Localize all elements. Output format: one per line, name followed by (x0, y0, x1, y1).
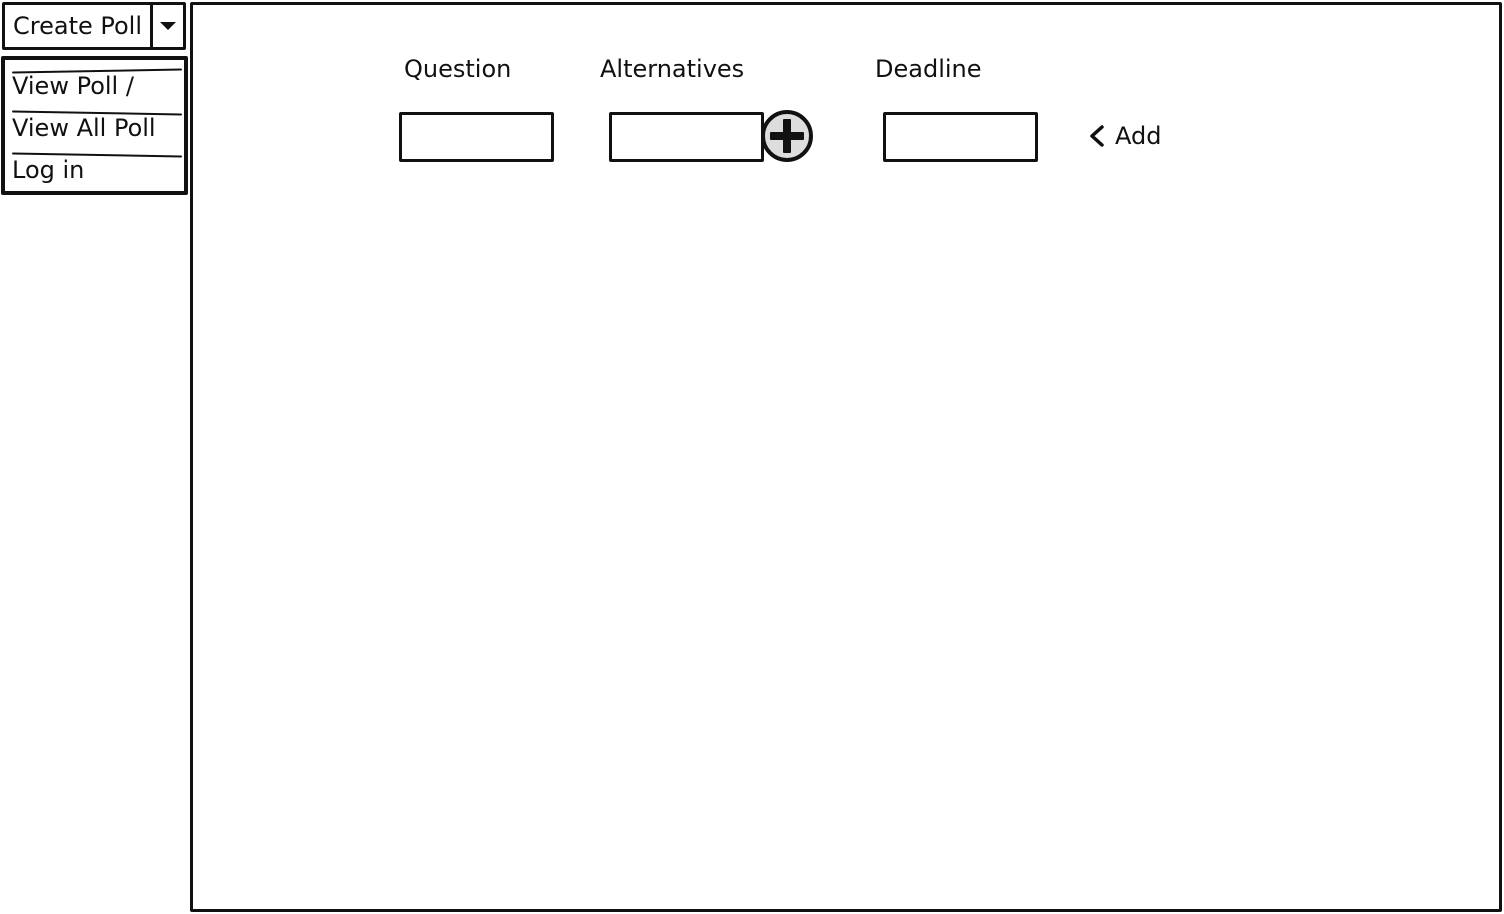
add-alternative-button[interactable] (760, 109, 814, 163)
plus-circle-icon (761, 110, 813, 162)
nav-dropdown-menu: View Poll / View All Poll Log in (1, 56, 188, 195)
question-input[interactable] (399, 112, 554, 162)
caret-down-icon (160, 22, 176, 30)
add-button[interactable]: Add (1087, 119, 1161, 153)
add-label: Add (1115, 122, 1162, 150)
dropdown-toggle-button[interactable] (150, 5, 183, 47)
nav-dropdown-selected: Create Poll (13, 12, 143, 40)
chevron-left-icon (1090, 125, 1104, 147)
nav-dropdown[interactable]: Create Poll (2, 2, 186, 50)
deadline-input[interactable] (883, 112, 1038, 162)
alternatives-input[interactable] (609, 112, 764, 162)
main-panel (190, 2, 1502, 912)
menu-item-view-poll[interactable]: View Poll / (12, 72, 134, 100)
question-label: Question (404, 55, 512, 83)
deadline-label: Deadline (875, 55, 982, 83)
alternatives-label: Alternatives (600, 55, 745, 83)
menu-item-log-in[interactable]: Log in (12, 156, 85, 184)
menu-item-view-all-poll[interactable]: View All Poll (12, 114, 156, 142)
